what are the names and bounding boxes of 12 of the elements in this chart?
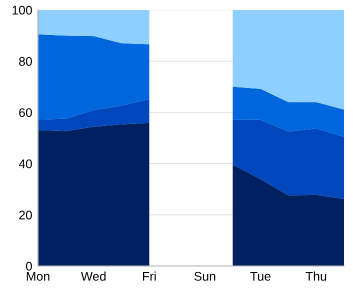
x-tick-label: Thu — [306, 272, 326, 281]
y-tick-label: 60 — [19, 108, 32, 118]
x-tick-label: Mon — [26, 272, 50, 281]
y-tick-label: 80 — [19, 57, 32, 66]
x-tick-label: Wed — [80, 272, 106, 281]
y-tick-label: 100 — [12, 6, 32, 15]
y-tick-label: 20 — [19, 210, 32, 220]
x-tick-label: Sun — [194, 272, 216, 281]
y-tick-label: 0 — [26, 262, 32, 271]
x-tick-label: Tue — [250, 272, 271, 281]
x-tick-label: Fri — [143, 272, 156, 281]
y-tick-label: 40 — [18, 159, 32, 168]
